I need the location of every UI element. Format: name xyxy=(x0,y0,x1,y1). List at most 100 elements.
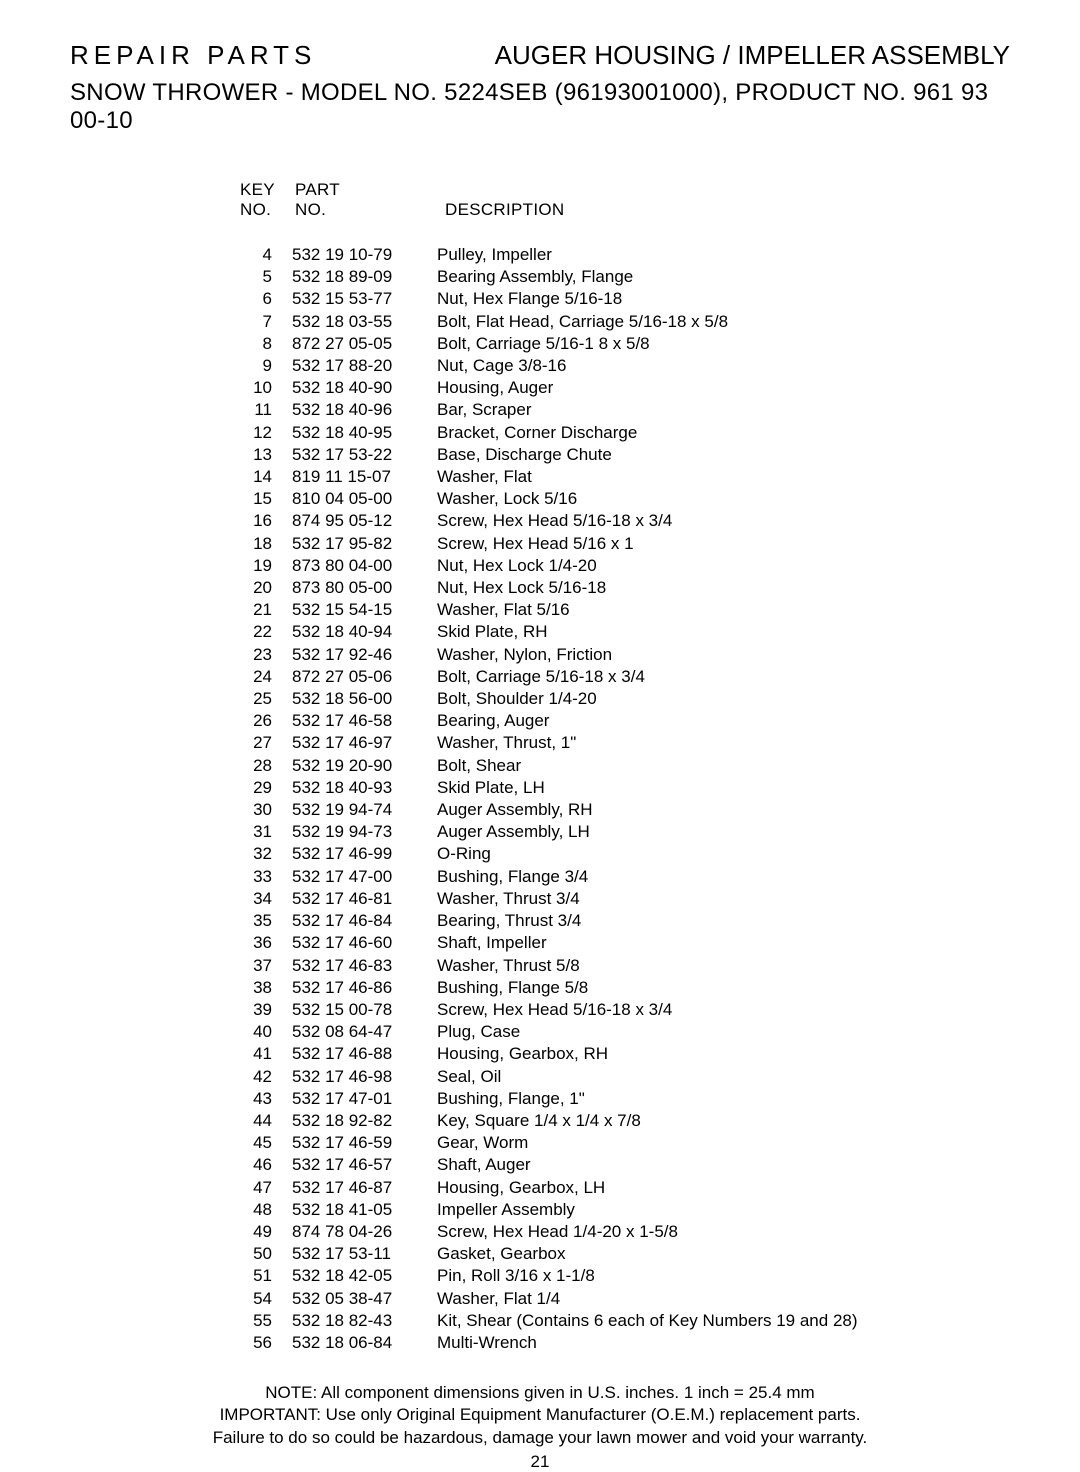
part-no: 532 17 47-01 xyxy=(282,1088,432,1110)
part-no: 532 18 41-05 xyxy=(282,1199,432,1221)
part-no: 532 17 46-98 xyxy=(282,1066,432,1088)
part-description: Screw, Hex Head 1/4-20 x 1-5/8 xyxy=(432,1221,1010,1243)
subheader: SNOW THROWER - MODEL NO. 5224SEB (961930… xyxy=(70,79,1010,135)
key-no: 28 xyxy=(240,755,282,777)
part-description: O-Ring xyxy=(432,843,1010,865)
key-no: 45 xyxy=(240,1132,282,1154)
part-no: 810 04 05-00 xyxy=(282,488,432,510)
part-description: Washer, Flat 5/16 xyxy=(432,599,1010,621)
part-row: 11532 18 40-96Bar, Scraper xyxy=(240,399,1010,421)
part-description: Washer, Thrust, 1" xyxy=(432,732,1010,754)
part-description: Gasket, Gearbox xyxy=(432,1243,1010,1265)
part-row: 23532 17 92-46Washer, Nylon, Friction xyxy=(240,644,1010,666)
part-no: 532 15 53-77 xyxy=(282,288,432,310)
part-row: 39532 15 00-78Screw, Hex Head 5/16-18 x … xyxy=(240,999,1010,1021)
key-no: 14 xyxy=(240,466,282,488)
part-row: 26532 17 46-58Bearing, Auger xyxy=(240,710,1010,732)
part-description: Kit, Shear (Contains 6 each of Key Numbe… xyxy=(432,1310,1010,1332)
part-description: Auger Assembly, LH xyxy=(432,821,1010,843)
part-row: 21532 15 54-15Washer, Flat 5/16 xyxy=(240,599,1010,621)
part-description: Auger Assembly, RH xyxy=(432,799,1010,821)
page-number: 21 xyxy=(70,1452,1010,1472)
col-header-part: PART NO. xyxy=(295,180,445,220)
key-no: 39 xyxy=(240,999,282,1021)
part-description: Housing, Gearbox, LH xyxy=(432,1177,1010,1199)
part-description: Housing, Auger xyxy=(432,377,1010,399)
part-description: Bar, Scraper xyxy=(432,399,1010,421)
key-no: 56 xyxy=(240,1332,282,1354)
part-no: 532 17 46-59 xyxy=(282,1132,432,1154)
parts-table: KEY NO. PART NO. DESCRIPTION 4532 19 10-… xyxy=(240,180,1010,1354)
part-row: 50532 17 53-11Gasket, Gearbox xyxy=(240,1243,1010,1265)
col-header-desc: DESCRIPTION xyxy=(445,180,1010,220)
part-row: 19873 80 04-00Nut, Hex Lock 1/4-20 xyxy=(240,555,1010,577)
part-description: Skid Plate, RH xyxy=(432,621,1010,643)
part-description: Plug, Case xyxy=(432,1021,1010,1043)
part-description: Bolt, Carriage 5/16-18 x 3/4 xyxy=(432,666,1010,688)
key-no: 13 xyxy=(240,444,282,466)
key-no: 38 xyxy=(240,977,282,999)
part-row: 12532 18 40-95Bracket, Corner Discharge xyxy=(240,422,1010,444)
part-no: 532 19 94-73 xyxy=(282,821,432,843)
part-row: 49874 78 04-26Screw, Hex Head 1/4-20 x 1… xyxy=(240,1221,1010,1243)
col-key-line1: KEY xyxy=(240,180,295,200)
key-no: 27 xyxy=(240,732,282,754)
part-row: 24872 27 05-06Bolt, Carriage 5/16-18 x 3… xyxy=(240,666,1010,688)
part-row: 35532 17 46-84Bearing, Thrust 3/4 xyxy=(240,910,1010,932)
part-row: 44532 18 92-82Key, Square 1/4 x 1/4 x 7/… xyxy=(240,1110,1010,1132)
part-row: 30532 19 94-74Auger Assembly, RH xyxy=(240,799,1010,821)
part-no: 532 05 38-47 xyxy=(282,1288,432,1310)
part-row: 32532 17 46-99O-Ring xyxy=(240,843,1010,865)
part-no: 532 18 82-43 xyxy=(282,1310,432,1332)
part-description: Washer, Lock 5/16 xyxy=(432,488,1010,510)
key-no: 5 xyxy=(240,266,282,288)
key-no: 25 xyxy=(240,688,282,710)
key-no: 8 xyxy=(240,333,282,355)
part-no: 532 17 46-87 xyxy=(282,1177,432,1199)
key-no: 34 xyxy=(240,888,282,910)
header-left: REPAIR PARTS xyxy=(70,40,316,71)
part-row: 56532 18 06-84Multi-Wrench xyxy=(240,1332,1010,1354)
key-no: 54 xyxy=(240,1288,282,1310)
header-row: REPAIR PARTS AUGER HOUSING / IMPELLER AS… xyxy=(70,40,1010,71)
part-description: Shaft, Impeller xyxy=(432,932,1010,954)
col-part-line2: NO. xyxy=(295,200,445,220)
part-row: 15810 04 05-00Washer, Lock 5/16 xyxy=(240,488,1010,510)
part-no: 872 27 05-06 xyxy=(282,666,432,688)
key-no: 15 xyxy=(240,488,282,510)
part-description: Bolt, Flat Head, Carriage 5/16-18 x 5/8 xyxy=(432,311,1010,333)
part-no: 532 17 46-60 xyxy=(282,932,432,954)
part-description: Bearing, Auger xyxy=(432,710,1010,732)
part-no: 532 19 20-90 xyxy=(282,755,432,777)
part-row: 10532 18 40-90Housing, Auger xyxy=(240,377,1010,399)
part-no: 532 18 03-55 xyxy=(282,311,432,333)
key-no: 19 xyxy=(240,555,282,577)
part-no: 532 17 88-20 xyxy=(282,355,432,377)
part-no: 532 17 53-11 xyxy=(282,1243,432,1265)
key-no: 29 xyxy=(240,777,282,799)
part-description: Nut, Hex Flange 5/16-18 xyxy=(432,288,1010,310)
key-no: 31 xyxy=(240,821,282,843)
part-no: 532 18 56-00 xyxy=(282,688,432,710)
part-no: 532 18 40-95 xyxy=(282,422,432,444)
key-no: 16 xyxy=(240,510,282,532)
part-no: 532 18 40-90 xyxy=(282,377,432,399)
part-no: 532 18 89-09 xyxy=(282,266,432,288)
footer-line2: IMPORTANT: Use only Original Equipment M… xyxy=(70,1404,1010,1426)
key-no: 7 xyxy=(240,311,282,333)
col-header-key: KEY NO. xyxy=(240,180,295,220)
header-right: AUGER HOUSING / IMPELLER ASSEMBLY xyxy=(495,40,1010,71)
part-no: 532 17 92-46 xyxy=(282,644,432,666)
key-no: 20 xyxy=(240,577,282,599)
part-row: 31532 19 94-73Auger Assembly, LH xyxy=(240,821,1010,843)
part-row: 36532 17 46-60Shaft, Impeller xyxy=(240,932,1010,954)
key-no: 32 xyxy=(240,843,282,865)
part-description: Skid Plate, LH xyxy=(432,777,1010,799)
part-no: 532 18 40-93 xyxy=(282,777,432,799)
part-description: Nut, Hex Lock 1/4-20 xyxy=(432,555,1010,577)
part-no: 874 95 05-12 xyxy=(282,510,432,532)
key-no: 51 xyxy=(240,1265,282,1287)
part-row: 27532 17 46-97Washer, Thrust, 1" xyxy=(240,732,1010,754)
parts-rows: 4532 19 10-79Pulley, Impeller5532 18 89-… xyxy=(240,244,1010,1354)
part-description: Housing, Gearbox, RH xyxy=(432,1043,1010,1065)
